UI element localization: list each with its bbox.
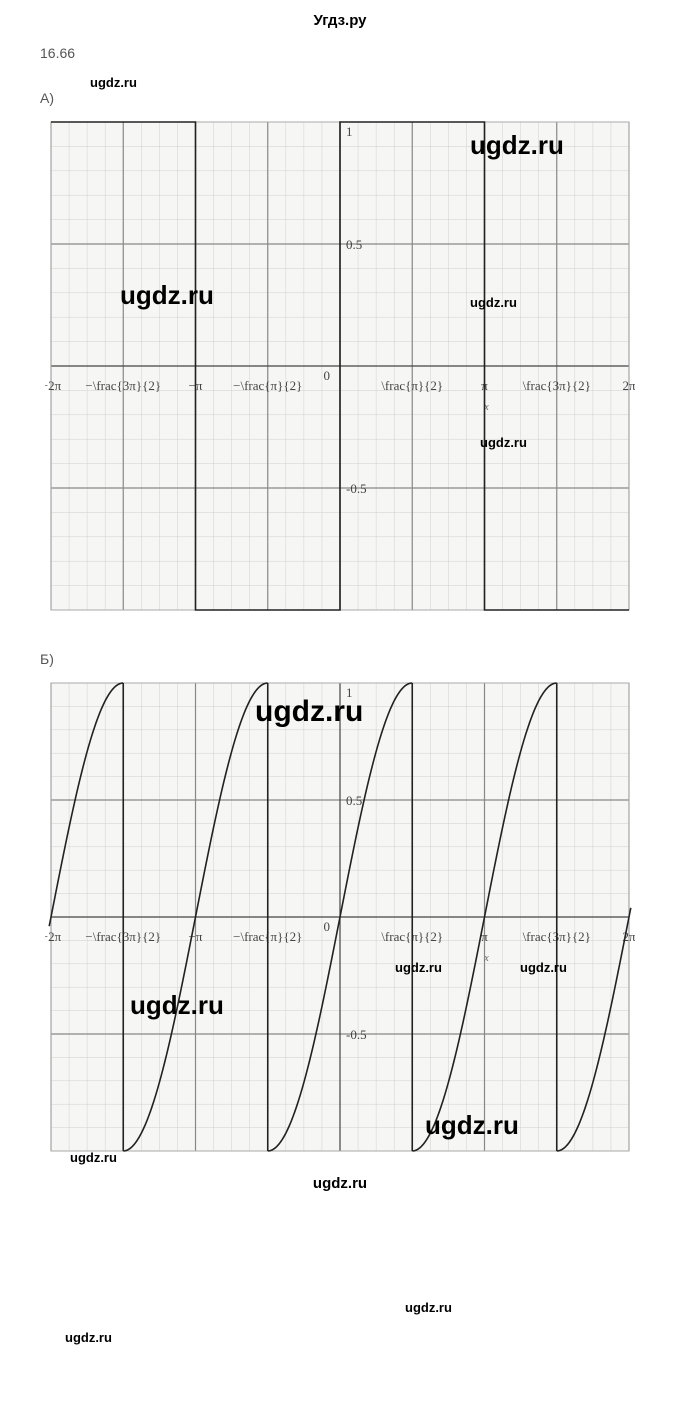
part-label-b: Б) bbox=[40, 651, 680, 667]
watermark: ugdz.ru bbox=[65, 1330, 112, 1345]
svg-text:1: 1 bbox=[346, 685, 353, 700]
svg-text:0.5: 0.5 bbox=[346, 237, 362, 252]
svg-text:-0.5: -0.5 bbox=[346, 481, 367, 496]
svg-text:x: x bbox=[483, 953, 489, 964]
chart-a-wrap: 10.5-0.50−2π−\frac{3π}{2}−π−\frac{π}{2}\… bbox=[0, 116, 680, 616]
page: Угдз.ру 16.66 А) 1 0.5 -0.5 0 −2π −\frac{3π}{… bbox=[0, 0, 680, 1418]
chart-a: 10.5-0.50−2π−\frac{3π}{2}−π−\frac{π}{2}\… bbox=[45, 116, 635, 616]
svg-text:−\frac{3π}{2}: −\frac{3π}{2} bbox=[85, 378, 161, 393]
part-label-a: А) bbox=[40, 90, 680, 106]
problem-number: 16.66 bbox=[40, 45, 75, 61]
svg-text:\frac{π}{2}: \frac{π}{2} bbox=[381, 378, 443, 393]
svg-text:-0.5: -0.5 bbox=[346, 1027, 367, 1042]
chart-b: 10.5-0.50−2π−\frac{3π}{2}−π−\frac{π}{2}\… bbox=[45, 677, 635, 1157]
svg-text:2π: 2π bbox=[622, 378, 635, 393]
chart-b-wrap: 10.5-0.50−2π−\frac{3π}{2}−π−\frac{π}{2}\… bbox=[0, 677, 680, 1157]
svg-text:0: 0 bbox=[324, 368, 331, 383]
watermark: ugdz.ru bbox=[405, 1300, 452, 1315]
svg-text:0.5: 0.5 bbox=[346, 793, 362, 808]
site-footer: ugdz.ru bbox=[0, 1165, 680, 1192]
svg-text:0: 0 bbox=[324, 919, 331, 934]
svg-text:\frac{3π}{2}: \frac{3π}{2} bbox=[523, 378, 591, 393]
site-header: Угдз.ру bbox=[0, 0, 680, 35]
svg-text:−\frac{π}{2}: −\frac{π}{2} bbox=[233, 378, 302, 393]
svg-text:−2π: −2π bbox=[45, 378, 62, 393]
svg-text:−2π: −2π bbox=[45, 929, 62, 944]
watermark: ugdz.ru bbox=[90, 75, 137, 90]
svg-text:1: 1 bbox=[346, 124, 353, 139]
